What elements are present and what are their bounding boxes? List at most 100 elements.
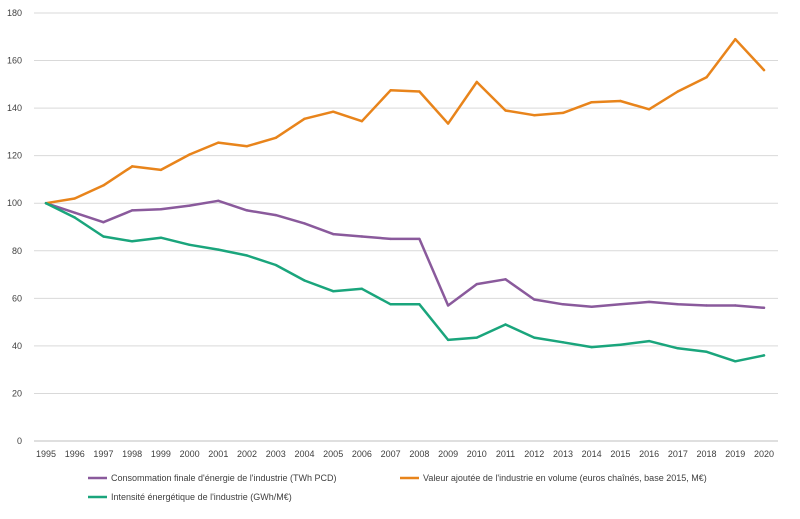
x-tick-label: 2001	[208, 449, 228, 459]
series-2-point	[562, 341, 564, 343]
series-0-point	[504, 278, 506, 280]
series-2-point	[389, 303, 391, 305]
x-tick-label: 2004	[294, 449, 314, 459]
series-1-point	[705, 76, 707, 78]
series-0-point	[389, 238, 391, 240]
series-0-point	[447, 304, 449, 306]
y-tick-label: 60	[12, 293, 22, 303]
series-2-point	[648, 340, 650, 342]
series-1-point	[332, 110, 334, 112]
gridlines	[34, 13, 778, 441]
series-1-point	[476, 81, 478, 83]
series-2-point	[74, 216, 76, 218]
series-1-point	[619, 100, 621, 102]
series-2-point	[619, 344, 621, 346]
series-1-point	[303, 118, 305, 120]
series-2-point	[275, 264, 277, 266]
series-2-point	[131, 240, 133, 242]
line-chart: 0 20 40 60 80 100 120 140 160 180 1995 1996 1997 1998…	[0, 0, 800, 514]
series-2-point	[246, 254, 248, 256]
series-2-point	[504, 323, 506, 325]
series-2-point	[418, 303, 420, 305]
y-tick-label: 100	[7, 198, 22, 208]
legend: Consommation finale d'énergie de l'indus…	[88, 473, 707, 502]
series-1-point	[734, 38, 736, 40]
x-tick-label: 2013	[553, 449, 573, 459]
series-2-point	[45, 202, 47, 204]
x-tick-label: 2005	[323, 449, 343, 459]
series-0-point	[763, 307, 765, 309]
series-2-point	[102, 235, 104, 237]
y-tick-label: 40	[12, 341, 22, 351]
x-tick-label: 2020	[754, 449, 774, 459]
x-tick-label: 2011	[496, 449, 515, 459]
series-0-point	[533, 298, 535, 300]
x-tick-label: 2006	[352, 449, 372, 459]
x-tick-label: 2002	[237, 449, 257, 459]
series-0-point	[476, 283, 478, 285]
series-1-point	[275, 137, 277, 139]
x-tick-label: 2015	[610, 449, 630, 459]
series-0-point	[361, 235, 363, 237]
series-0-point	[246, 209, 248, 211]
x-tick-label: 2014	[582, 449, 602, 459]
series-0-point	[619, 303, 621, 305]
series-0-point	[677, 303, 679, 305]
series-0-point	[188, 204, 190, 206]
series-1-point	[361, 120, 363, 122]
series-0-point	[332, 233, 334, 235]
series-0-point	[160, 208, 162, 210]
series-1-point	[648, 108, 650, 110]
series-0-point	[131, 209, 133, 211]
series-0-point	[102, 221, 104, 223]
x-tick-label: 1999	[151, 449, 171, 459]
series-0-point	[734, 304, 736, 306]
series-1-point	[217, 141, 219, 143]
axes: 0 20 40 60 80 100 120 140 160 180 1995 1996 1997 1998…	[7, 8, 774, 459]
series-0-point	[275, 214, 277, 216]
series-2-point	[734, 360, 736, 362]
series-1-point	[677, 90, 679, 92]
series-2-point	[361, 288, 363, 290]
legend-label-0: Consommation finale d'énergie de l'indus…	[111, 473, 337, 483]
series-1-point	[533, 114, 535, 116]
series-lines	[45, 38, 765, 363]
series-2-point	[476, 336, 478, 338]
y-tick-label: 160	[7, 56, 22, 66]
series-1-point	[160, 169, 162, 171]
x-tick-label: 1997	[93, 449, 113, 459]
series-2-point	[763, 354, 765, 356]
series-1-point	[102, 184, 104, 186]
series-0-point	[303, 222, 305, 224]
y-tick-label: 20	[12, 388, 22, 398]
series-1-point	[188, 153, 190, 155]
series-2-point	[705, 351, 707, 353]
series-0-point	[74, 212, 76, 214]
series-1-point	[246, 145, 248, 147]
series-0-point	[418, 238, 420, 240]
series-1-point	[389, 89, 391, 91]
legend-label-1: Valeur ajoutée de l'industrie en volume …	[423, 473, 707, 483]
series-2-point	[447, 339, 449, 341]
x-tick-label: 1998	[122, 449, 142, 459]
series-0-point	[217, 200, 219, 202]
series-2-point	[677, 347, 679, 349]
series-1-point	[562, 112, 564, 114]
x-tick-label: 2019	[725, 449, 745, 459]
series-2-point	[303, 279, 305, 281]
x-tick-label: 2017	[668, 449, 688, 459]
series-0-point	[590, 305, 592, 307]
chart-svg: 0204060801001201401601801995 1996 1997 1998…	[0, 0, 800, 514]
series-line-2	[46, 203, 764, 361]
x-tick-label: 2016	[639, 449, 659, 459]
series-1-point	[74, 197, 76, 199]
series-1-point	[590, 101, 592, 103]
x-tick-label: 2008	[409, 449, 429, 459]
legend-label-2: Intensité énergétique de l'industrie (GW…	[111, 492, 292, 502]
series-2-point	[160, 237, 162, 239]
y-tick-label: 0	[17, 436, 22, 446]
series-1-point	[131, 165, 133, 167]
series-1-point	[447, 122, 449, 124]
y-tick-label: 180	[7, 8, 22, 18]
x-tick-label: 2007	[381, 449, 401, 459]
